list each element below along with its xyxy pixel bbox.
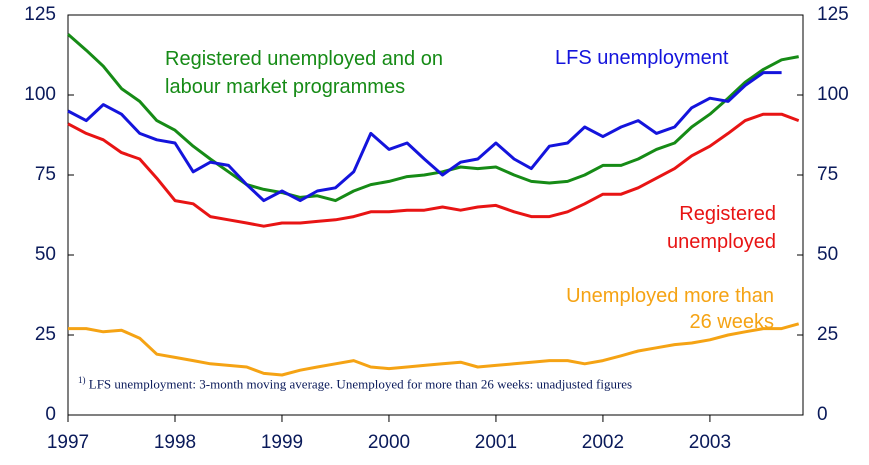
x-tick-label: 1999 <box>261 432 303 453</box>
plot-frame <box>67 14 804 416</box>
y-tick-label: 50 <box>35 244 56 265</box>
series-line <box>67 112 800 228</box>
series-label: Unemployed more than 26 weeks <box>566 285 774 333</box>
series-label: Registered unemployed and on labour mark… <box>165 48 443 98</box>
y-tick-label: 75 <box>35 164 56 185</box>
series-label: Registered unemployed <box>667 203 776 253</box>
series-line <box>67 71 782 203</box>
y-tick-label-right: 125 <box>817 4 849 25</box>
x-tick-label: 2003 <box>689 432 731 453</box>
series-line <box>68 322 800 377</box>
footnote-marker: 1) <box>78 375 86 385</box>
x-tick-label: 2000 <box>368 432 410 453</box>
y-tick-label-right: 0 <box>817 404 828 425</box>
series-label: LFS unemployment <box>555 47 729 69</box>
x-tick-label: 1997 <box>47 432 89 453</box>
y-tick-label-right: 25 <box>817 324 838 345</box>
y-tick-label: 100 <box>24 84 56 105</box>
series-line <box>67 33 799 203</box>
footnote-text: LFS unemployment: 3-month moving average… <box>88 376 633 392</box>
y-tick-label-right: 100 <box>817 84 849 105</box>
y-tick-label-right: 75 <box>817 164 838 185</box>
y-tick-label: 0 <box>45 404 56 425</box>
y-tick-label: 125 <box>24 4 56 25</box>
x-tick-label: 1998 <box>154 432 196 453</box>
x-tick-label: 2001 <box>475 432 517 453</box>
y-tick-label: 25 <box>35 324 56 345</box>
y-tick-label-right: 50 <box>817 244 838 265</box>
x-tick-label: 2002 <box>582 432 624 453</box>
footnote: 1) LFS unemployment: 3-month moving aver… <box>78 374 768 390</box>
